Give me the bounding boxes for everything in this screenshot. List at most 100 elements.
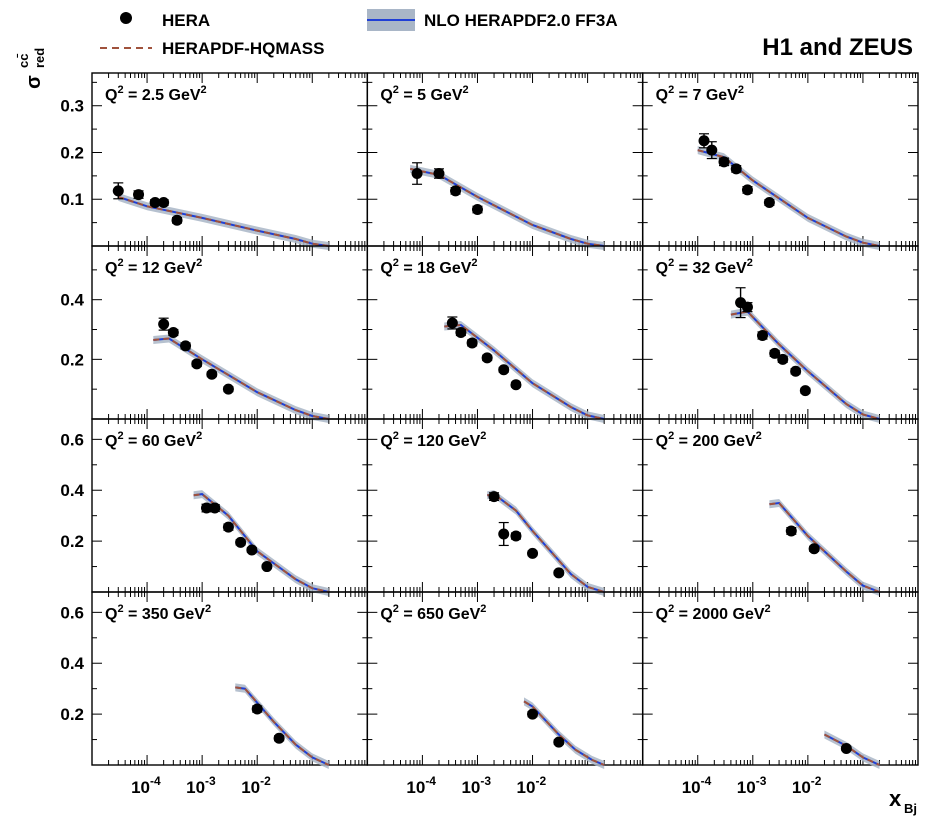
data-point [200,502,212,514]
x-tick-label: 10-2 [517,774,547,797]
data-point [777,353,789,365]
x-tick-label-exp: -4 [701,774,712,788]
data-point [235,536,247,548]
data-point [785,525,797,537]
hqmass-curve [153,337,329,420]
panel-label-q: Q [656,87,668,104]
panel-label: Q2 = 2000 GeV2 [656,603,771,623]
y-tick-label: 0.4 [60,291,84,310]
data-point [698,135,710,147]
panel-label-q-exp: 2 [668,430,674,442]
panel-label-q-exp: 2 [393,430,399,442]
legend-label-hera: HERA [162,11,210,30]
data-point [167,327,179,338]
hqmass-curve [769,501,880,593]
panel-label-q: Q [656,606,668,623]
legend-marker-hera [120,12,132,24]
panel-label-q: Q [105,260,117,277]
data-point [527,708,539,720]
nlo-curve [235,686,330,766]
x-tick-label: 10-3 [186,774,216,797]
data-point [741,301,753,313]
panel-label: Q2 = 7 GeV2 [656,84,744,104]
panel-label: Q2 = 5 GeV2 [380,84,468,104]
y-tick-label: 0.6 [60,603,84,622]
panel-q2-18: Q2 = 18 GeV2 [366,245,644,423]
data-point [222,383,234,395]
legend: HERA NLO HERAPDF2.0 FF3A HERAPDF-HQMASS [100,9,618,58]
panel-label-unit-exp: 2 [201,84,207,96]
panel-label-unit-exp: 2 [480,603,486,615]
panel-q2-12: 0.2 0.4 Q2 = 12 GeV2 [60,245,369,423]
panel-q2-32: Q2 = 32 GeV2 [641,245,919,423]
x-tick-label-exp: -3 [480,774,491,788]
panel-label-q: Q [380,606,392,623]
y-tick-label: 0.2 [60,705,84,724]
y-axis-title-sup: cc̄ [16,54,31,68]
panel-label: Q2 = 650 GeV2 [380,603,486,623]
x-tick-label-exp: -3 [756,774,767,788]
panel-label-unit-exp: 2 [756,430,762,442]
panel-label-value: = 2000 GeV [674,606,765,623]
data-point [455,327,467,338]
nlo-uncertainty-band [444,321,605,423]
data-point [158,197,170,209]
panel-grid: 0.10.20.3Q2 = 2.5 GeV2 Q2 = 5 GeV2 Q2 = 7 … [60,72,919,797]
hqmass-curve [823,733,880,766]
panel-label-q: Q [656,260,668,277]
x-tick-label-exp: -2 [811,774,822,788]
data-point [411,168,423,180]
panel-label-value: = 200 GeV [674,433,756,450]
x-tick-label: 10-4 [682,774,712,797]
panel-q2-2000: 10-4 10-3 10-2 Q2 = 2000 GeV2 [641,591,919,797]
panel-label-q-exp: 2 [117,603,123,615]
panel-label-unit-exp: 2 [480,430,486,442]
data-point [273,732,285,744]
data-point [133,189,145,201]
panel-label-q: Q [105,433,117,450]
panel-q2-2.5: 0.10.20.3Q2 = 2.5 GeV2 [60,72,369,250]
data-point [808,543,820,555]
data-point [498,364,510,376]
x-tick-label: 10-2 [792,774,822,797]
panel-label: Q2 = 12 GeV2 [105,257,202,277]
panel-label-value: = 60 GeV [124,433,197,450]
panel-label-unit-exp: 2 [471,257,477,269]
data-point [718,156,730,168]
data-point [191,358,203,370]
x-axis-title: x Bj [889,786,917,816]
data-point [450,185,462,197]
panel-label: Q2 = 120 GeV2 [380,430,486,450]
data-point [790,365,802,377]
data-point [180,340,192,352]
nlo-uncertainty-band [769,499,880,596]
y-tick-label: 0.2 [60,143,84,162]
panel-label-unit-exp: 2 [463,84,469,96]
x-axis-title-sub: Bj [904,801,917,816]
hqmass-curve [193,493,330,593]
nlo-curve [409,167,605,247]
y-tick-label: 0.2 [60,532,84,551]
nlo-uncertainty-band [153,334,329,423]
data-point [246,544,258,556]
y-axis-title-main: σ [23,75,45,89]
panel-label-value: = 120 GeV [399,433,481,450]
y-tick-label: 0.2 [60,350,84,369]
panel-label-q-exp: 2 [117,430,123,442]
x-tick-label-exp: -3 [205,774,216,788]
panel-label-q: Q [380,87,392,104]
hqmass-curve [235,686,330,766]
data-point [488,491,500,503]
panel-label-q-exp: 2 [668,84,674,96]
data-point [158,318,170,330]
panel-label-q: Q [105,606,117,623]
y-tick-label: 0.6 [60,430,84,449]
panel-label-q: Q [656,433,668,450]
x-tick-label: 10-3 [737,774,767,797]
data-point [209,502,221,514]
y-tick-label: 0.4 [60,481,84,500]
data-point [251,703,263,715]
data-point [706,144,718,156]
panel-label-value: = 5 GeV [399,87,463,104]
hqmass-curve [409,167,605,247]
